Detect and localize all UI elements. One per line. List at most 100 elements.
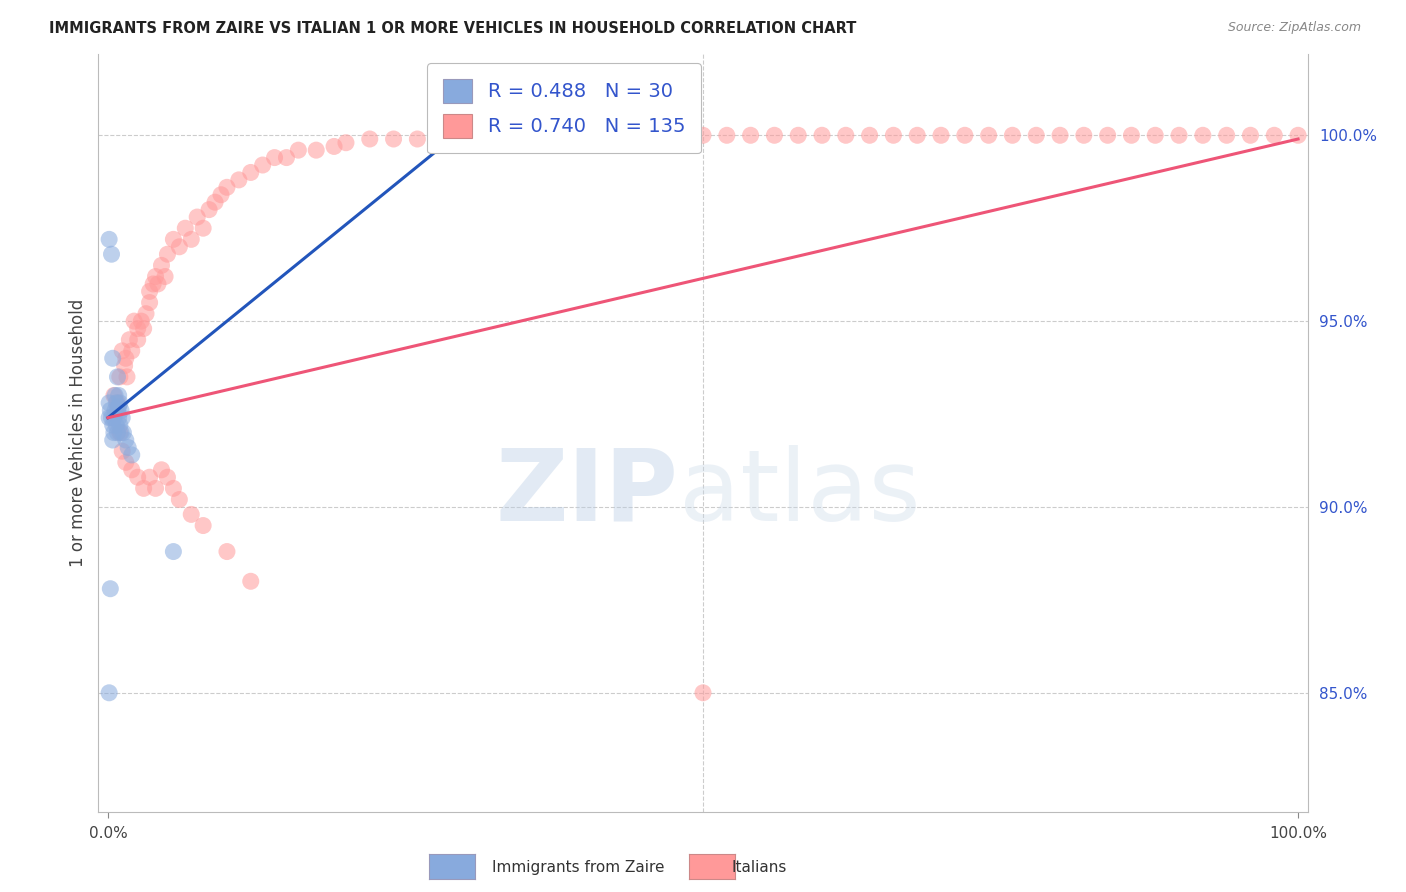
Point (1049, 128, 1071, 143)
Point (114, 455, 136, 469)
Point (103, 425, 125, 440)
Point (1263, 128, 1285, 143)
Point (430, 132, 453, 146)
Point (209, 187, 232, 202)
Point (174, 221, 197, 235)
Point (382, 132, 405, 146)
Point (104, 388, 127, 402)
Point (127, 470, 149, 484)
Point (215, 180, 238, 194)
Point (191, 221, 214, 235)
Point (145, 481, 167, 495)
Point (138, 470, 160, 484)
Point (150, 463, 173, 477)
Point (107, 425, 129, 440)
Point (101, 418, 124, 433)
Point (100, 247, 122, 261)
Point (127, 321, 149, 335)
Point (108, 369, 131, 384)
Text: IMMIGRANTS FROM ZAIRE VS ITALIAN 1 OR MORE VEHICLES IN HOUSEHOLD CORRELATION CHA: IMMIGRANTS FROM ZAIRE VS ITALIAN 1 OR MO… (49, 21, 856, 36)
Point (156, 247, 179, 261)
Point (169, 240, 191, 254)
Point (478, 132, 501, 146)
Point (859, 128, 882, 143)
Point (118, 333, 141, 347)
Y-axis label: 1 or more Vehicles in Household: 1 or more Vehicles in Household (69, 299, 87, 566)
Point (180, 508, 202, 522)
Point (132, 481, 155, 495)
Point (787, 128, 810, 143)
Point (111, 343, 134, 358)
Point (98, 403, 121, 417)
Point (107, 388, 129, 402)
Point (114, 359, 136, 373)
Point (263, 151, 285, 165)
Point (716, 128, 738, 143)
Point (1121, 128, 1143, 143)
Point (1001, 128, 1024, 143)
Point (335, 136, 357, 150)
Point (107, 400, 129, 414)
Point (239, 165, 262, 179)
Point (186, 210, 208, 224)
Point (1073, 128, 1095, 143)
Point (835, 128, 858, 143)
Point (105, 396, 128, 410)
Point (620, 128, 643, 143)
Text: Italians: Italians (731, 860, 786, 874)
Point (104, 403, 127, 417)
Point (228, 173, 250, 187)
Point (204, 195, 226, 210)
Point (111, 410, 134, 425)
Point (105, 418, 128, 433)
Point (882, 128, 904, 143)
Point (454, 132, 477, 146)
Point (121, 463, 143, 477)
Point (107, 396, 129, 410)
Text: ZIP: ZIP (496, 445, 679, 541)
Point (740, 128, 762, 143)
Point (668, 128, 690, 143)
Point (98, 686, 121, 700)
Point (977, 128, 1000, 143)
Point (169, 492, 191, 507)
Point (138, 295, 160, 310)
Point (110, 403, 132, 417)
Legend: R = 0.488   N = 30, R = 0.740   N = 135: R = 0.488 N = 30, R = 0.740 N = 135 (427, 63, 700, 153)
Point (1097, 128, 1119, 143)
Point (162, 481, 184, 495)
Point (1215, 128, 1237, 143)
Text: Source: ZipAtlas.com: Source: ZipAtlas.com (1227, 21, 1361, 34)
Point (252, 158, 274, 172)
Point (138, 285, 160, 299)
Point (114, 433, 136, 447)
Point (1192, 128, 1215, 143)
Point (929, 128, 952, 143)
Point (103, 410, 125, 425)
Point (162, 544, 184, 558)
Point (156, 470, 179, 484)
Point (98, 410, 121, 425)
Point (145, 269, 167, 284)
Point (101, 351, 124, 366)
Point (127, 333, 149, 347)
Point (107, 369, 129, 384)
Point (276, 151, 298, 165)
Point (692, 686, 714, 700)
Point (98, 582, 121, 596)
Point (107, 410, 129, 425)
Point (122, 314, 145, 328)
Point (112, 425, 135, 440)
Point (142, 277, 165, 291)
Point (150, 259, 173, 273)
Point (107, 403, 129, 417)
Point (1144, 128, 1167, 143)
Point (98, 396, 121, 410)
Point (1025, 128, 1047, 143)
Point (121, 343, 143, 358)
Point (108, 396, 131, 410)
Point (191, 518, 214, 533)
Point (502, 128, 524, 143)
Point (108, 418, 131, 433)
Point (763, 128, 786, 143)
